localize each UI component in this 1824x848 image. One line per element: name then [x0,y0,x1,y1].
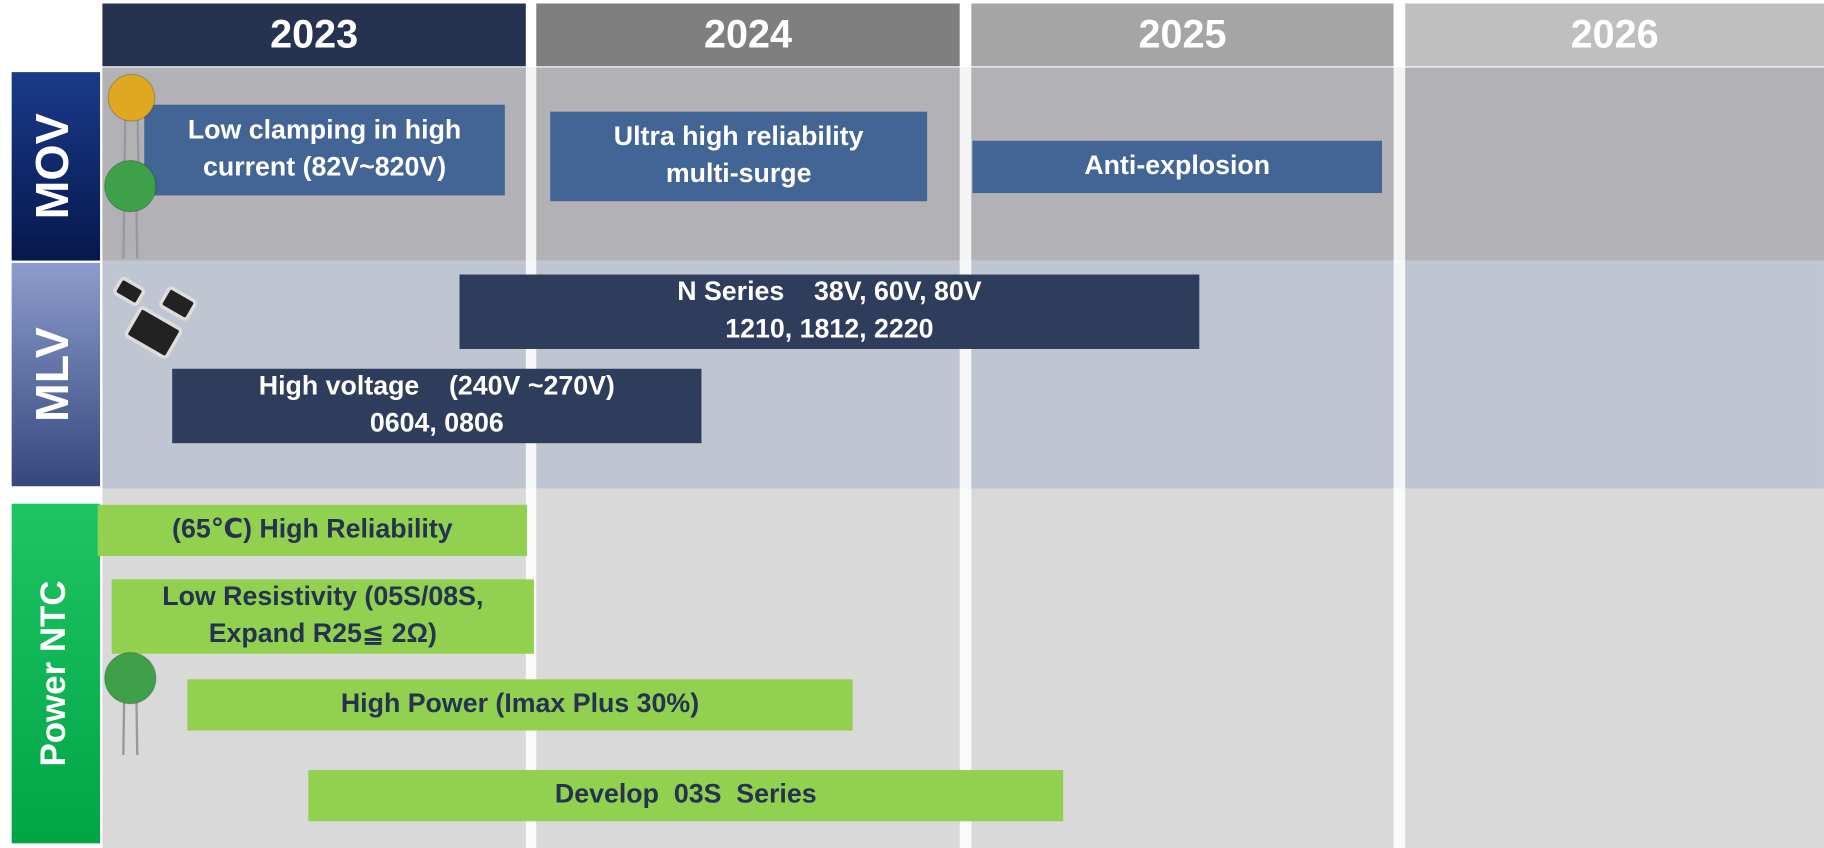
item-text: Ultra high reliability [614,121,864,151]
chip-icon [124,306,183,359]
year-label: 2023 [270,13,358,57]
row-label-box [11,262,101,487]
row-label: Power NTC [34,580,73,766]
roadmap-item [550,111,928,202]
roadmap-item [97,504,527,557]
roadmap-item [187,679,853,731]
year-label: 2025 [1138,13,1226,57]
roadmap-item [111,579,534,654]
year-label: 2024 [704,13,792,57]
roadmap-item [172,368,702,444]
item-text: High Power (Imax Plus 30%) [341,688,699,718]
item-text: Low Resistivity (05S/08S, [162,581,483,611]
chip-icon [113,276,146,306]
item-text: current (82V~820V) [203,152,446,182]
component-icon [104,651,157,705]
chip-icon [159,286,197,321]
item-text: N Series 38V, 60V, 80V [677,276,982,306]
item-text: Low clamping in high [188,115,461,145]
item-text: 0604, 0806 [370,408,504,438]
item-text: High voltage (240V ~270V) [259,370,615,400]
row-label: MLV [26,327,78,422]
row-label-box [11,72,101,261]
year-label: 2026 [1571,13,1659,57]
item-text: multi-surge [666,158,812,188]
roadmap-item [308,770,1064,822]
column-gap [525,67,537,848]
roadmap-item [144,104,505,196]
year-header [971,3,1394,67]
component-icon [104,159,157,213]
row-label-box [11,503,101,844]
item-text: 1210, 1812, 2220 [725,313,933,343]
roadmap-item [972,140,1382,194]
item-text: Anti-explosion [1084,150,1270,180]
item-text: Expand R25≦ 2Ω) [209,618,437,648]
row-label: MOV [26,113,78,219]
component-icon [107,73,156,122]
column-gap [959,67,972,848]
year-header [102,3,526,67]
roadmap-item [459,274,1200,349]
item-text: (65℃) High Reliability [172,513,453,543]
year-header [536,3,960,67]
column-gap [1393,67,1406,848]
content: 2023 2024 2025 2026 MOV MLV Power NTC Low clamp… [11,3,1824,848]
item-text: Develop 03S Series [555,779,817,809]
year-header [1405,3,1824,67]
